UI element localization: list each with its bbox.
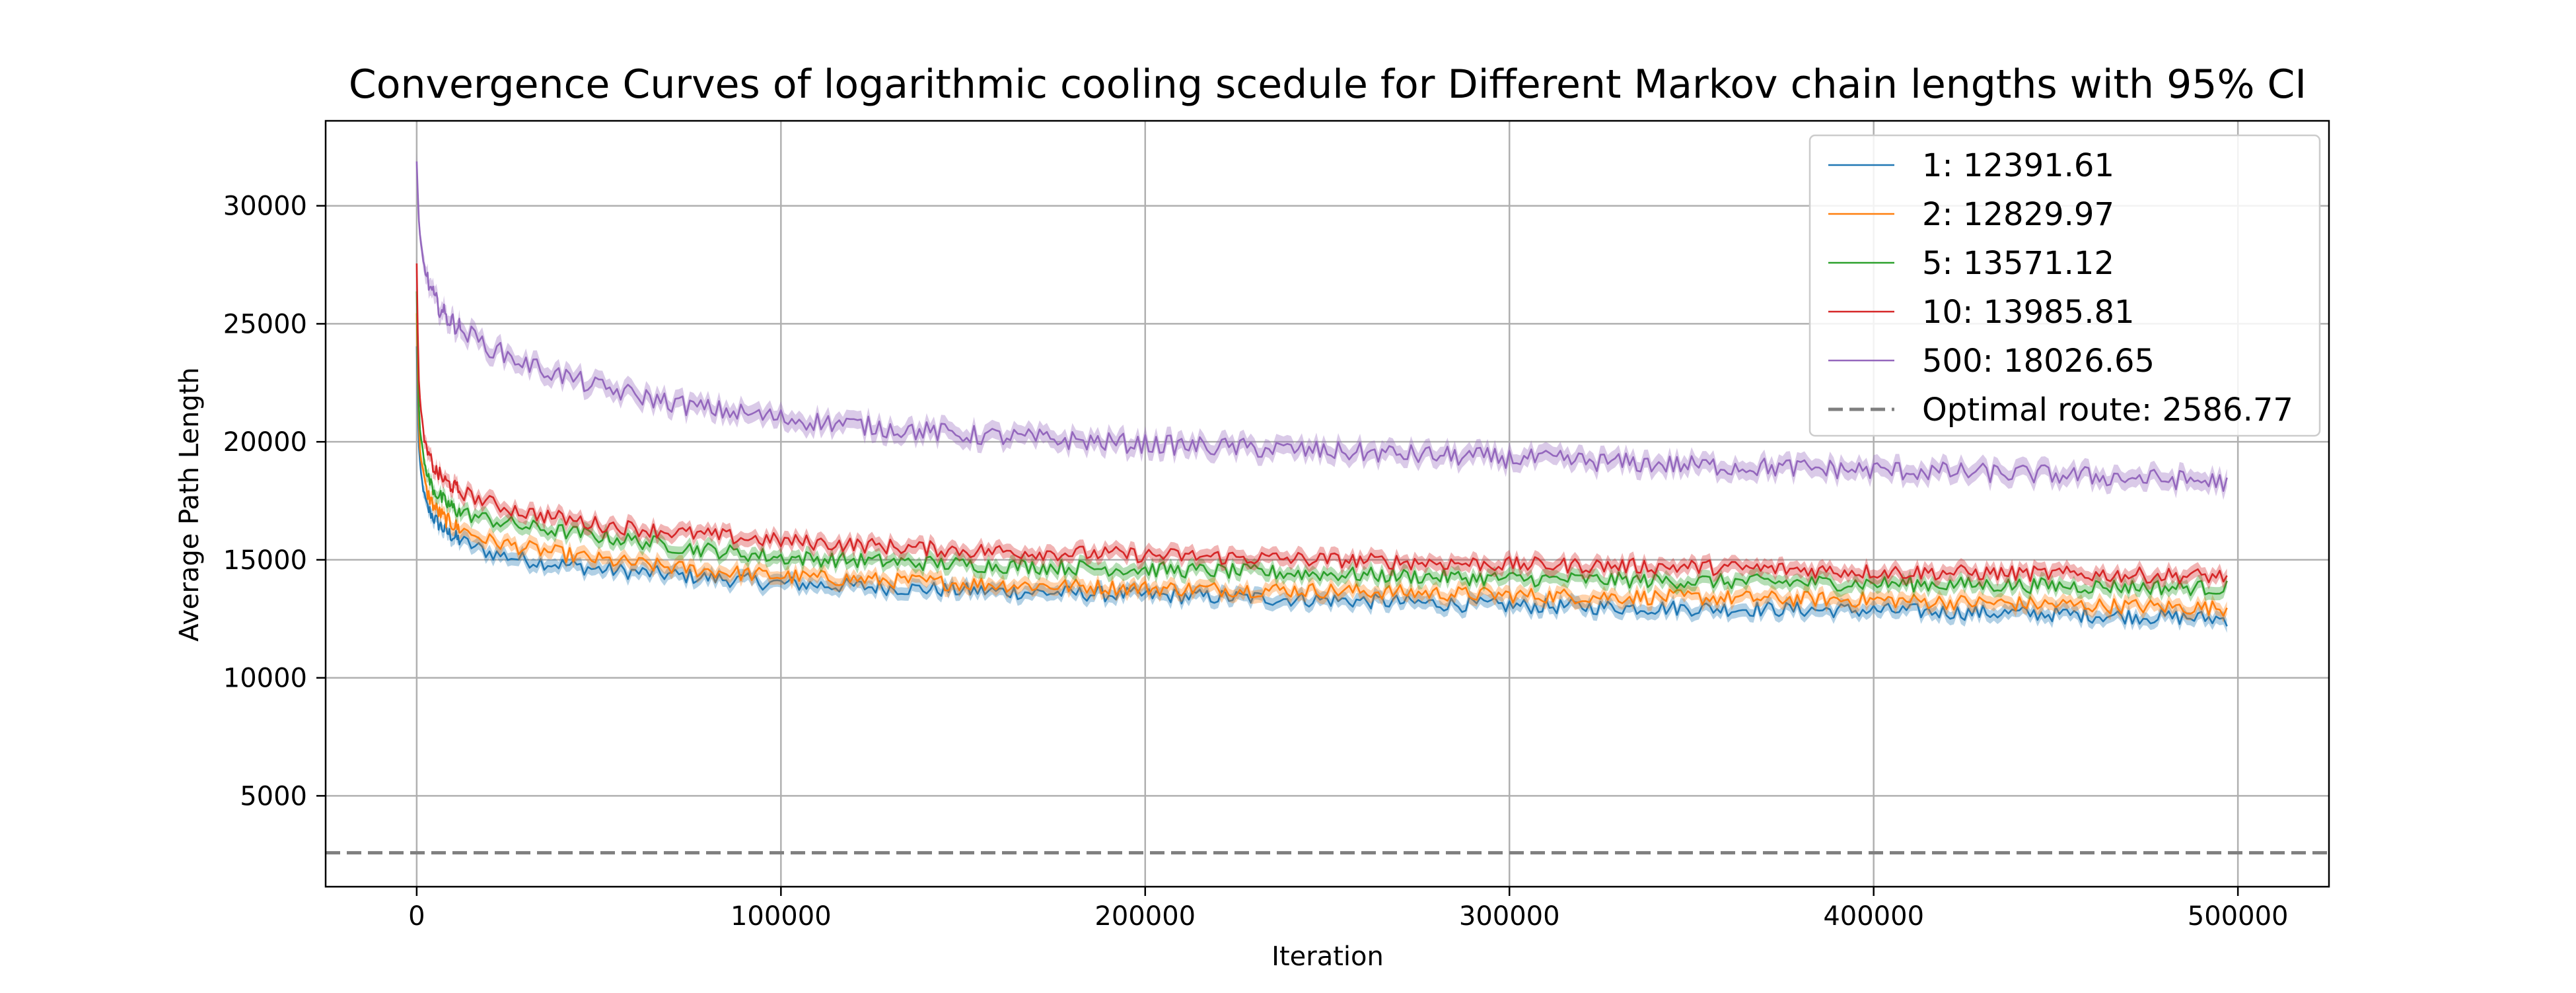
series-1: [415, 339, 2228, 633]
legend-label: 10: 13985.81: [1922, 294, 2135, 331]
legend-box: [1808, 134, 2321, 437]
y-tick-label: 15000: [223, 545, 307, 576]
x-tick-label: 0: [408, 901, 425, 932]
y-tick-label: 20000: [223, 427, 307, 458]
y-tick-label: 10000: [223, 664, 307, 694]
x-tick-label: 500000: [2188, 901, 2289, 932]
legend: 1: 12391.61 2: 12829.97 5: 13571.12 10: 139…: [1808, 134, 2321, 437]
plot-area: 0 100000 200000 300000 400000 500000 5000 10000…: [223, 120, 2330, 932]
series-line: [415, 313, 2228, 617]
x-tick-label: 100000: [731, 901, 832, 932]
x-tick-label: 200000: [1094, 901, 1196, 932]
y-tick-label: 30000: [223, 191, 307, 222]
y-axis-label: Average Path Length: [174, 367, 205, 642]
series-line: [415, 346, 2228, 627]
axes-frame: [324, 120, 2330, 888]
ci-band: [416, 153, 2227, 500]
series-line: [415, 263, 2228, 585]
legend-label: Optimal route: 2586.77: [1922, 392, 2293, 428]
series-line: [415, 161, 2228, 493]
legend-label: 5: 13571.12: [1922, 245, 2114, 282]
x-tick-label: 300000: [1459, 901, 1560, 932]
series-5: [415, 153, 2228, 500]
series-4: [415, 256, 2228, 591]
legend-label: 2: 12829.97: [1922, 196, 2114, 233]
legend-label: 1: 12391.61: [1922, 147, 2114, 184]
legend-label: 500: 18026.65: [1922, 343, 2155, 380]
y-tick-label: 25000: [223, 309, 307, 339]
x-axis-label: Iteration: [1271, 942, 1384, 972]
series-3: [415, 285, 2228, 602]
y-tick-label: 5000: [240, 781, 307, 811]
x-tick-label: 400000: [1823, 901, 1924, 932]
series-2: [415, 306, 2228, 623]
series-line: [415, 291, 2228, 596]
chart-title: Convergence Curves of logarithmic coolin…: [349, 61, 2307, 108]
